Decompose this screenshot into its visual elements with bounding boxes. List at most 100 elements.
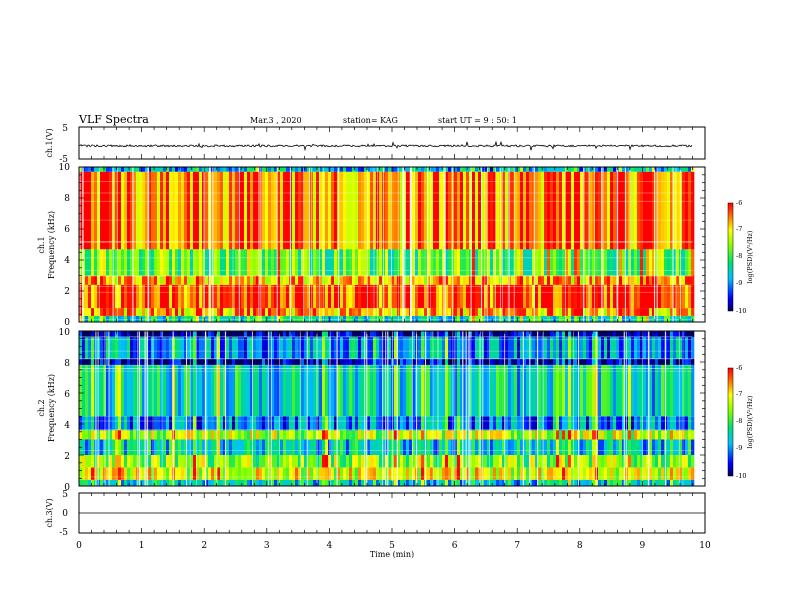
spec2-cell	[274, 455, 278, 468]
spec2-cell	[670, 467, 674, 480]
spec2-cell	[298, 479, 302, 486]
spec2-cell	[496, 479, 500, 486]
spec2-cell	[622, 439, 626, 455]
spec1-cell	[214, 284, 218, 309]
spec2-cell	[559, 430, 563, 440]
spec2-cell	[127, 467, 131, 480]
spec2-cell	[226, 467, 230, 480]
spec2-cell	[196, 467, 200, 480]
spec1-cell	[184, 167, 188, 172]
spec2-cell	[199, 358, 203, 366]
spec2-cell	[208, 365, 212, 417]
spec2-cell	[457, 467, 461, 480]
spec2-cell	[682, 430, 686, 440]
spec2-cell	[646, 430, 650, 440]
spec1-cell	[430, 249, 434, 276]
spec2-cell	[439, 455, 443, 468]
spec1-cell	[349, 167, 353, 172]
spec1-cell	[439, 315, 443, 322]
spec1-cell	[265, 249, 269, 276]
spec1-cell	[196, 315, 200, 322]
spec2-cell	[352, 358, 356, 366]
spec2-cell	[352, 479, 356, 486]
spec1-cell	[127, 249, 131, 276]
spec1-cell	[592, 308, 596, 316]
spec2-cell	[394, 439, 398, 455]
spec2-cell	[409, 365, 413, 417]
spec1-cell	[496, 167, 500, 172]
spec1-cell	[637, 308, 641, 316]
spec2-cell	[565, 430, 569, 440]
spec1-cell	[322, 249, 326, 276]
spec2-cell	[505, 455, 509, 468]
spec1-cell	[313, 315, 317, 322]
spec2-cell	[598, 416, 602, 431]
spec1-cell	[556, 275, 560, 285]
spec1-cell	[79, 167, 83, 172]
spec2-cell	[562, 358, 566, 366]
spec1-cell	[655, 284, 659, 309]
spec1-cell	[190, 275, 194, 285]
spec2-cell	[244, 467, 248, 480]
spec1-cell	[148, 308, 152, 316]
spec1-cell	[598, 275, 602, 285]
spec2-cell	[295, 358, 299, 366]
spec2-cell	[547, 358, 551, 366]
spec2-cell	[262, 337, 266, 359]
spec1-cell	[385, 171, 389, 250]
spec1-cell	[541, 171, 545, 250]
spec2-cell	[439, 358, 443, 366]
spec1-cell	[262, 308, 266, 316]
spec2-cell	[406, 358, 410, 366]
cb2-tick--9: -9	[736, 444, 742, 452]
spec2-cell	[247, 455, 251, 468]
spec2-cell	[430, 416, 434, 431]
spec1-cell	[340, 284, 344, 309]
spec2-cell	[313, 467, 317, 480]
spec1-cell	[586, 167, 590, 172]
spec2-cell	[634, 365, 638, 417]
spec2-cell	[211, 439, 215, 455]
spec2-cell	[529, 479, 533, 486]
spec2-cell	[325, 337, 329, 359]
spec1-cell	[295, 275, 299, 285]
spec2-cell	[559, 439, 563, 455]
spec2-cell	[583, 358, 587, 366]
spec2-cell	[688, 439, 692, 455]
spec2-cell	[160, 455, 164, 468]
spec2-cell	[574, 439, 578, 455]
spec2-cell	[334, 358, 338, 366]
spec2-cell	[79, 416, 83, 431]
spec2-cell	[370, 455, 374, 468]
spec2-cell	[313, 358, 317, 366]
spec1-cell	[229, 275, 233, 285]
spec2-cell	[346, 479, 350, 486]
spec2-cell	[688, 365, 692, 417]
spec1-cell	[292, 308, 296, 316]
spec2-cell	[295, 331, 299, 338]
spec1-cell	[613, 249, 617, 276]
spec2-cell	[250, 358, 254, 366]
spec2-cell	[679, 331, 683, 338]
spec1-cell	[268, 171, 272, 250]
spec1-cell	[598, 284, 602, 309]
spec2-cell	[661, 430, 665, 440]
spec2-cell	[256, 479, 260, 486]
spec1-cell	[676, 284, 680, 309]
spec1-cell	[517, 284, 521, 309]
spec2-cell	[301, 479, 305, 486]
spec1-cell	[247, 171, 251, 250]
spec1-cell	[103, 315, 107, 322]
spec2-cell	[403, 337, 407, 359]
spec2-cell	[175, 358, 179, 366]
spec2-cell	[343, 455, 347, 468]
spec2-cell	[484, 358, 488, 366]
spec2-cell	[529, 467, 533, 480]
spec1-cell	[487, 284, 491, 309]
spec2-cell	[175, 467, 179, 480]
spec1-cell	[271, 171, 275, 250]
spec1-cell	[94, 315, 98, 322]
spec1-cell	[241, 284, 245, 309]
spec1-cell	[199, 284, 203, 309]
spec2-cell	[490, 365, 494, 417]
